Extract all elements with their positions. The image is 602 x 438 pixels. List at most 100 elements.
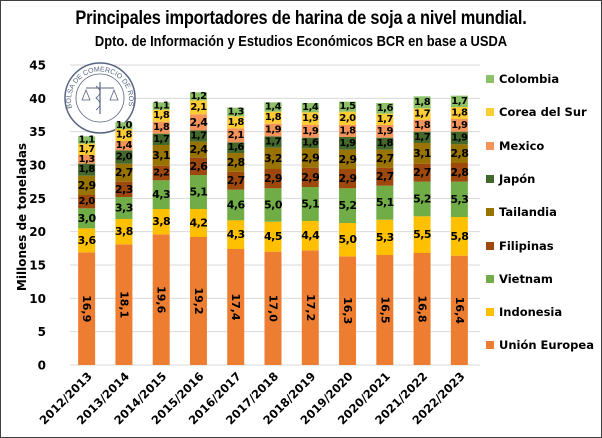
bar-segment xyxy=(301,167,319,187)
y-tick-label: 35 xyxy=(29,125,46,139)
bar-segment xyxy=(189,175,207,209)
bar-segment xyxy=(413,131,431,143)
data-label: 1,7 xyxy=(190,131,207,142)
data-label: 5,0 xyxy=(264,199,283,212)
bar-segment xyxy=(189,209,207,237)
data-label: 1,7 xyxy=(153,134,170,145)
y-axis-label: Millones de toneladas xyxy=(15,143,29,291)
data-label: 1,8 xyxy=(228,117,245,128)
legend-swatch xyxy=(486,208,494,217)
bar-segment xyxy=(78,163,96,176)
data-label: 2,8 xyxy=(450,147,468,160)
bar-segment xyxy=(115,129,133,141)
data-label: 5,1 xyxy=(189,186,207,199)
bar-segment xyxy=(189,141,207,158)
bar-segment xyxy=(450,217,468,256)
data-label: 16,3 xyxy=(341,297,354,324)
bar-segment xyxy=(152,165,170,181)
bar-segment xyxy=(301,221,319,251)
bar-segment xyxy=(339,101,357,112)
data-label: 2,4 xyxy=(189,143,208,156)
bar-segment xyxy=(78,228,96,253)
y-tick-label: 40 xyxy=(29,92,46,106)
y-tick-label: 25 xyxy=(29,192,46,206)
data-label: 2,9 xyxy=(339,172,357,185)
bar-segment xyxy=(264,251,282,365)
bar-segment xyxy=(264,123,282,137)
bar-segment xyxy=(189,157,207,175)
legend-label: Colombia xyxy=(499,72,560,86)
data-label: 1,8 xyxy=(153,110,170,121)
data-label: 2,4 xyxy=(189,116,208,129)
data-label: 1,9 xyxy=(339,138,356,149)
data-label: 2,9 xyxy=(264,172,282,185)
y-tick-label: 5 xyxy=(38,325,46,339)
data-label: 1,1 xyxy=(79,135,96,146)
bar-segment xyxy=(264,136,282,148)
bar-segment xyxy=(115,150,133,164)
data-label: 16,9 xyxy=(80,295,93,322)
data-label: 1,1 xyxy=(153,101,170,112)
bar-segment xyxy=(450,255,468,365)
data-label: 2,7 xyxy=(115,166,133,179)
bar-segment xyxy=(264,188,282,222)
y-tick-label: 15 xyxy=(29,259,46,273)
data-label: 4,2 xyxy=(189,217,207,230)
data-label: 16,5 xyxy=(378,296,391,323)
bar-segment xyxy=(78,155,96,164)
logo-scale-right xyxy=(109,88,119,101)
bar-segment xyxy=(189,114,207,131)
bcr-logo-watermark: BOLSA DE COMERCIO DE ROSARIO xyxy=(0,0,136,134)
bar-segment xyxy=(413,96,431,109)
bar-segment xyxy=(339,188,357,223)
bar-segment xyxy=(78,175,96,195)
data-label: 17,0 xyxy=(267,295,280,322)
bar-segment xyxy=(339,125,357,137)
legend-label: Corea del Sur xyxy=(499,105,587,120)
bar-segment xyxy=(152,180,170,209)
legend-item: Indonesia xyxy=(486,305,562,319)
legend-swatch xyxy=(486,274,494,283)
data-label: 2,9 xyxy=(301,171,319,184)
legend-label: Vietnam xyxy=(499,271,553,286)
bar-segment xyxy=(264,102,282,112)
data-label: 1,3 xyxy=(228,107,245,118)
legend-item: Vietnam xyxy=(486,272,553,286)
y-tick-label: 20 xyxy=(29,225,46,239)
data-label: 1,8 xyxy=(116,130,133,141)
data-label: 2,3 xyxy=(115,183,133,196)
data-label: 16,4 xyxy=(453,297,466,324)
data-label: 5,1 xyxy=(301,198,319,211)
bar-segment xyxy=(152,102,170,110)
bar-segment xyxy=(227,116,245,129)
bar-segment xyxy=(227,142,245,153)
data-label: 1,6 xyxy=(228,142,245,153)
bar-segment xyxy=(450,107,468,119)
data-label: 1,4 xyxy=(116,140,133,151)
data-label: 17,2 xyxy=(304,294,317,321)
bar-segment xyxy=(189,237,207,365)
bar-segment xyxy=(227,128,245,143)
data-label: 2,1 xyxy=(190,102,207,113)
bar-segment xyxy=(189,92,207,101)
data-labels: 16,93,63,02,02,91,81,31,71,118,13,83,32,… xyxy=(78,91,469,324)
data-label: 19,6 xyxy=(155,286,168,313)
data-label: 3,2 xyxy=(264,152,282,165)
legend-swatch xyxy=(486,108,494,117)
data-label: 2,9 xyxy=(301,152,319,165)
data-label: 2,9 xyxy=(78,179,96,192)
bar-segment xyxy=(376,167,394,186)
bar-segment xyxy=(450,119,468,132)
bar-segment xyxy=(264,221,282,252)
bar-segment xyxy=(413,216,431,253)
bar-segment xyxy=(339,169,357,189)
bar-segment xyxy=(78,252,96,365)
bar-segment xyxy=(450,181,468,217)
legend-item: Mexico xyxy=(486,139,544,153)
data-label: 1,4 xyxy=(265,102,282,113)
y-tick-label: 10 xyxy=(29,292,46,306)
bar-segment xyxy=(376,137,394,150)
data-label: 5,8 xyxy=(450,230,468,243)
bar-segment xyxy=(413,119,431,132)
